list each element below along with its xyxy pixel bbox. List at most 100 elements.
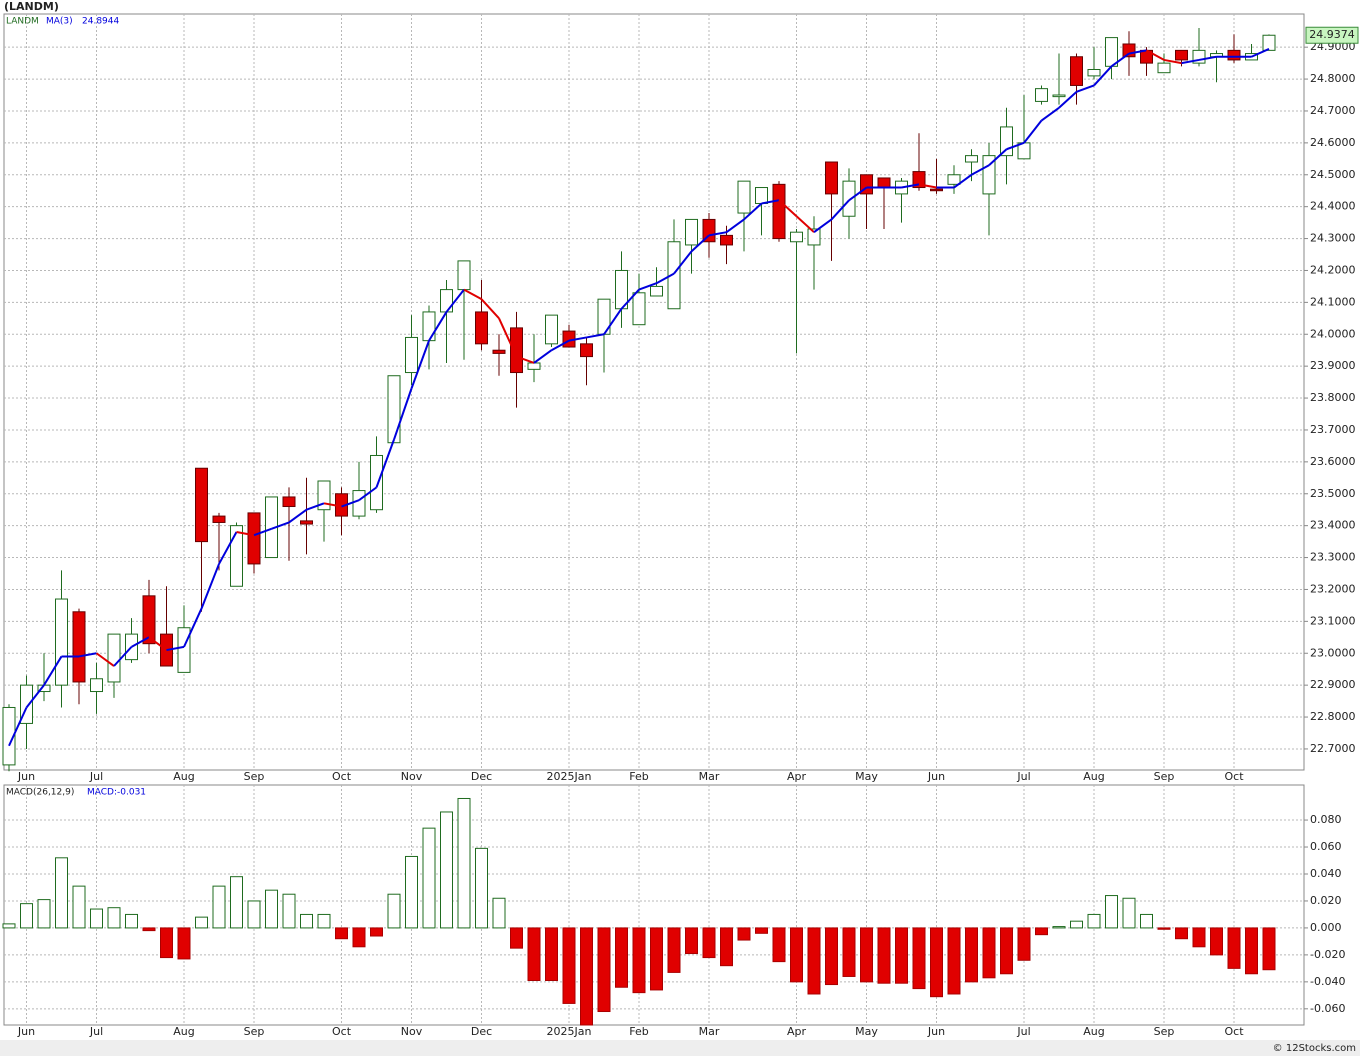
ma-segment xyxy=(708,231,727,237)
footer-bar xyxy=(0,1040,1360,1056)
ma-segment xyxy=(971,164,990,176)
candle-body xyxy=(720,234,733,246)
candle-body xyxy=(982,155,996,195)
ma-segment xyxy=(533,349,553,364)
candle-body xyxy=(195,467,208,543)
candle-body xyxy=(90,678,103,693)
ma-segment xyxy=(43,655,63,686)
ma-segment xyxy=(778,199,798,217)
macd-bar xyxy=(685,927,698,955)
macd-bar xyxy=(282,893,296,929)
ma-segment xyxy=(1110,52,1130,68)
candle-body xyxy=(230,525,243,587)
y-tick-label: 0.080 xyxy=(1310,813,1342,826)
candle-body xyxy=(55,598,68,686)
ma-segment xyxy=(743,202,763,221)
legend-symbol: LANDM xyxy=(6,17,39,27)
macd-legend: MACD(26,12,9) xyxy=(6,788,74,798)
x-tick-label: Feb xyxy=(629,770,648,783)
x-tick-label: Sep xyxy=(244,1025,265,1038)
ma-segment xyxy=(113,646,133,667)
y-tick-label: 23.4000 xyxy=(1310,519,1356,532)
macd-bar xyxy=(597,927,611,1013)
ma-segment xyxy=(480,298,500,319)
y-tick-label: 23.6000 xyxy=(1310,455,1356,468)
macd-bar xyxy=(1105,895,1118,929)
ma-segment xyxy=(95,652,115,667)
candle-body xyxy=(702,218,716,243)
macd-bar xyxy=(912,927,926,990)
ma-segment xyxy=(445,288,465,313)
x-tick-label: Sep xyxy=(244,770,265,783)
ma-segment xyxy=(848,186,868,202)
candle-body xyxy=(405,336,418,374)
macd-bar xyxy=(1157,927,1171,930)
ma-segment xyxy=(306,502,325,511)
candle-body xyxy=(475,311,488,345)
candle-body xyxy=(632,292,646,326)
macd-bar xyxy=(212,885,226,929)
x-tick-label: Aug xyxy=(173,1025,194,1038)
candle-body xyxy=(790,231,803,243)
y-tick-label: 24.6000 xyxy=(1310,136,1356,149)
candle-body xyxy=(492,349,506,354)
x-tick-label: Aug xyxy=(173,770,194,783)
candle-body xyxy=(72,611,86,683)
ma-segment xyxy=(673,250,693,275)
ma-segment xyxy=(1181,58,1200,65)
macd-bar xyxy=(1035,927,1048,936)
macd-bar xyxy=(1070,920,1083,929)
candle-body xyxy=(807,228,821,246)
ma-segment xyxy=(901,183,920,189)
x-tick-label: Oct xyxy=(1224,770,1244,783)
y-tick-label: 24.5000 xyxy=(1310,168,1356,181)
x-tick-label: 2025Jan xyxy=(547,770,592,783)
candle-body xyxy=(1070,56,1083,86)
ma-segment xyxy=(1128,49,1147,55)
candle-body xyxy=(370,454,383,511)
candle-body xyxy=(1227,49,1241,61)
macd-bar xyxy=(510,927,523,949)
candle-body xyxy=(667,241,681,310)
y-tick-label: 23.9000 xyxy=(1310,359,1356,372)
ma-segment xyxy=(516,355,535,364)
macd-bar xyxy=(1227,927,1241,969)
ma-segment xyxy=(690,234,710,253)
macd-bar xyxy=(877,927,891,984)
macd-bar xyxy=(930,927,943,998)
x-tick-label: Jun xyxy=(927,770,945,783)
ma-segment xyxy=(1058,91,1078,109)
macd-bar xyxy=(860,927,873,983)
last-price-box xyxy=(1305,26,1359,44)
macd-bar xyxy=(772,927,786,963)
ma-segment xyxy=(341,499,360,508)
candle-body xyxy=(965,155,978,163)
candle-body xyxy=(300,520,313,525)
ma-segment xyxy=(830,199,850,221)
ma-segment xyxy=(568,336,587,342)
candle-body xyxy=(247,512,261,565)
candle-body xyxy=(1122,43,1136,58)
x-tick-label: Apr xyxy=(787,770,807,783)
y-tick-label: 24.3000 xyxy=(1310,232,1356,245)
candle-body xyxy=(177,627,191,673)
candle-body xyxy=(650,285,663,297)
macd-bar xyxy=(230,876,243,929)
candle-body xyxy=(877,177,891,189)
macd-bar xyxy=(965,927,978,983)
macd-bar xyxy=(2,923,16,929)
ma-segment xyxy=(988,148,1008,166)
ma-segment xyxy=(953,173,973,189)
macd-bar xyxy=(1017,927,1031,961)
ma-segment xyxy=(253,527,272,537)
macd-bar xyxy=(195,916,208,929)
candle-body xyxy=(107,633,121,683)
y-tick-label: 0.060 xyxy=(1310,840,1342,853)
macd-bar xyxy=(440,811,453,929)
macd-bar xyxy=(300,913,313,929)
candle-body xyxy=(912,171,926,189)
candle-body xyxy=(947,174,961,185)
ma-segment xyxy=(1251,48,1270,58)
price-panel xyxy=(3,13,1305,771)
ma-segment xyxy=(498,317,518,358)
